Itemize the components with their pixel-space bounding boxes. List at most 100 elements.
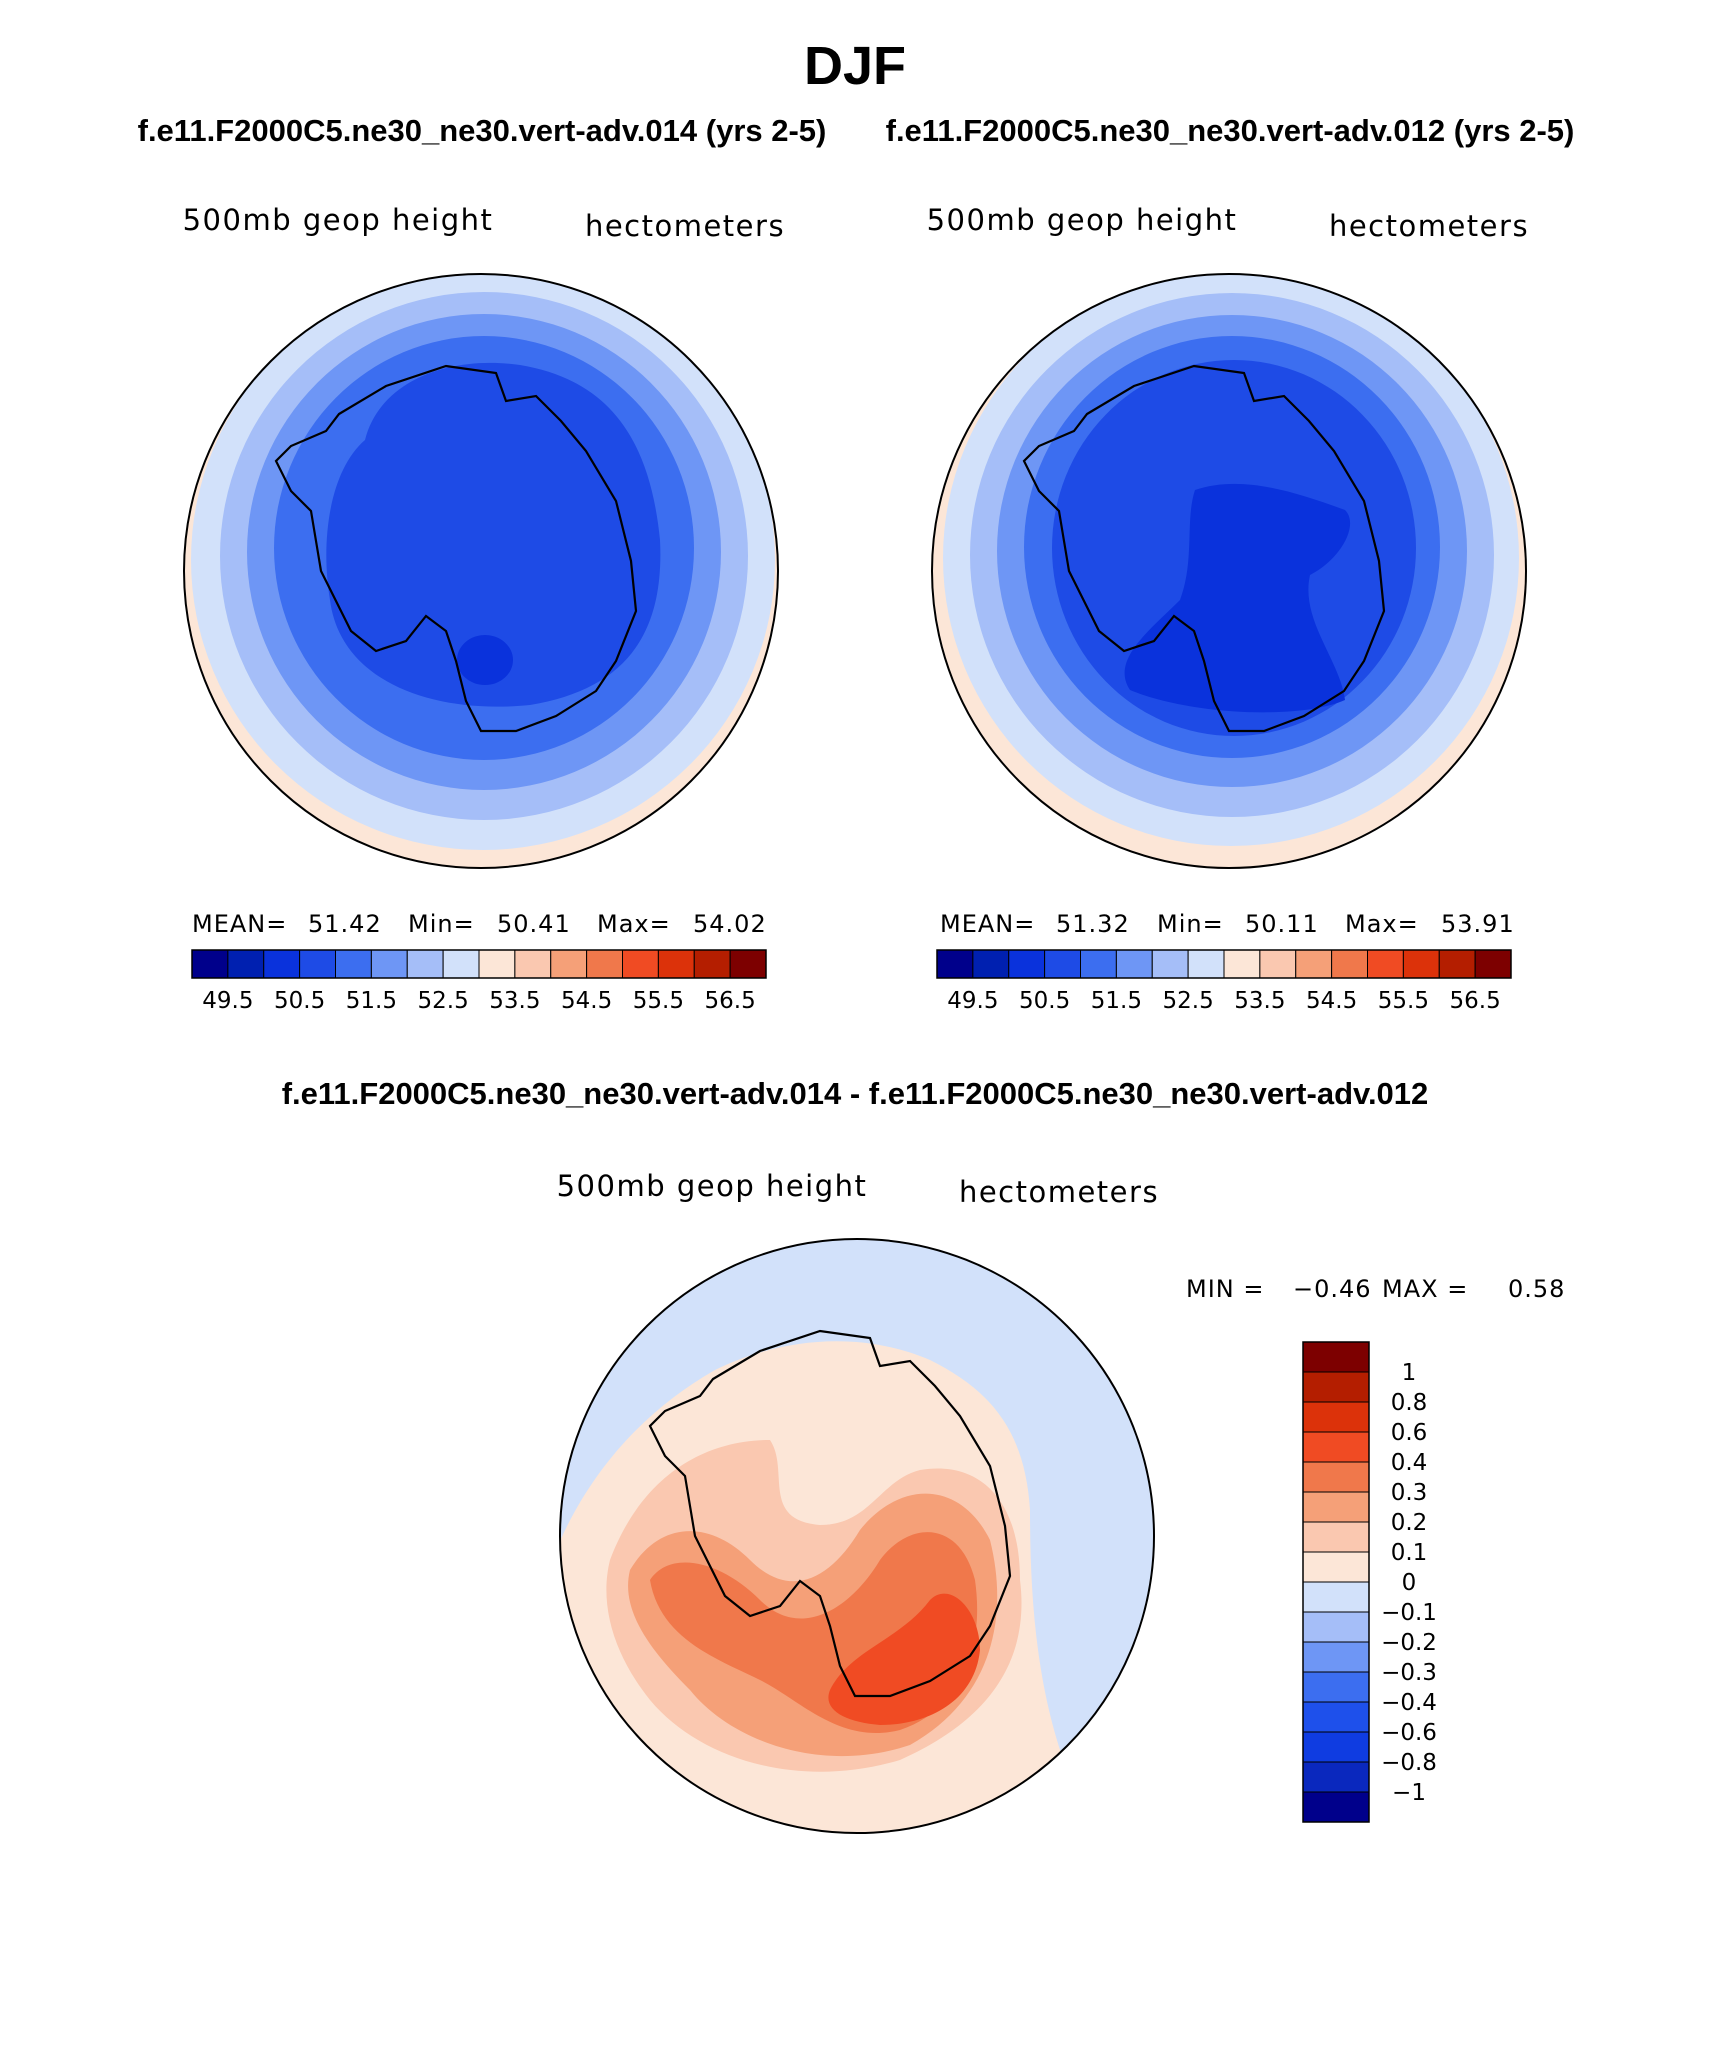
panel-diff-max-value: 0.58 <box>1508 1275 1565 1303</box>
colorbar-diff-swatch <box>1302 1581 1370 1613</box>
colorbar-right-swatch <box>1367 949 1404 979</box>
colorbar-diff-tick-label: 0.4 <box>1391 1450 1428 1476</box>
colorbar-diff-swatch <box>1302 1731 1370 1763</box>
panel-diff: 500mb geop height hectometers MIN = −0.4… <box>557 1169 1565 1834</box>
colorbar-right-swatch <box>1008 949 1046 979</box>
panel-left-min-value: 50.41 <box>497 910 571 938</box>
panel-diff-variable: 500mb geop height <box>557 1169 868 1203</box>
colorbar-diff-swatch <box>1302 1371 1370 1403</box>
colorbar-left-swatch <box>335 949 372 979</box>
colorbar-left-swatch <box>586 949 623 979</box>
colorbar-left-tick-label: 51.5 <box>346 988 397 1014</box>
colorbar-right-swatch <box>1438 949 1476 979</box>
colorbar-left: 49.5 50.5 51.5 52.5 53.5 54.5 55.5 56.5 <box>191 949 767 1014</box>
colorbar-right-tick-label: 53.5 <box>1234 988 1285 1014</box>
colorbar-right-frame <box>936 949 1512 979</box>
colorbar-right-swatch <box>1259 949 1297 979</box>
page-title: DJF <box>804 36 906 96</box>
colorbar-diff-tick-label: −0.2 <box>1381 1630 1437 1656</box>
map-diff-contour-0 <box>560 1239 1154 1833</box>
colorbar-right-swatch <box>1474 949 1512 979</box>
colorbar-diff-swatch <box>1302 1521 1370 1553</box>
colorbar-diff-tick-label: −0.8 <box>1381 1750 1437 1776</box>
colorbar-diff-swatch <box>1302 1401 1370 1433</box>
colorbar-diff-swatch <box>1302 1641 1370 1673</box>
colorbar-diff-swatch <box>1302 1461 1370 1493</box>
panel-right-min-value: 50.11 <box>1245 910 1319 938</box>
colorbar-right-tick-label: 49.5 <box>947 988 998 1014</box>
colorbar-diff-swatch <box>1302 1431 1370 1463</box>
colorbar-left-swatch <box>299 949 336 979</box>
colorbar-diff-swatch <box>1302 1671 1370 1703</box>
panel-diff-max-label: MAX = <box>1382 1275 1468 1303</box>
map-diff <box>559 1238 1155 1834</box>
colorbar-diff-tick-label: −1 <box>1392 1780 1426 1806</box>
panel-left-max-value: 54.02 <box>693 910 767 938</box>
panel-diff-units: hectometers <box>959 1175 1159 1209</box>
colorbar-diff-tick-label: 0.3 <box>1391 1480 1428 1506</box>
colorbar-diff-tick-label: −0.4 <box>1381 1690 1437 1716</box>
colorbar-left-swatch <box>191 949 229 979</box>
colorbar-right-swatch <box>1080 949 1117 979</box>
colorbar-diff-frame <box>1302 1341 1370 1823</box>
diff-title: f.e11.F2000C5.ne30_ne30.vert-adv.014 - f… <box>282 1076 1429 1111</box>
colorbar-diff-swatch <box>1302 1611 1370 1643</box>
colorbar-left-swatch <box>370 949 408 979</box>
map-left-boundary <box>183 273 779 869</box>
panel-right-min-label: Min= <box>1157 910 1224 938</box>
colorbar-diff-tick-label: −0.3 <box>1381 1660 1437 1686</box>
colorbar-left-swatch <box>263 949 301 979</box>
panel-right-mean-label: MEAN= <box>940 910 1035 938</box>
colorbar-diff-tick-label: 0.2 <box>1391 1510 1428 1536</box>
colorbar-left-tick-label: 56.5 <box>705 988 756 1014</box>
colorbar-left-swatch <box>227 949 265 979</box>
panel-right-variable: 500mb geop height <box>927 203 1238 237</box>
colorbar-diff-tick-label: 0.6 <box>1391 1420 1428 1446</box>
colorbar-right-swatch <box>1223 949 1261 979</box>
panel-right-units: hectometers <box>1329 209 1529 243</box>
colorbar-right-swatch <box>1331 949 1368 979</box>
colorbar-left-swatch <box>442 949 480 979</box>
panel-right-max-label: Max= <box>1345 910 1419 938</box>
colorbar-left-tick-label: 53.5 <box>489 988 540 1014</box>
map-left <box>183 273 779 869</box>
colorbar-left-swatch <box>693 949 731 979</box>
colorbar-right-tick-label: 54.5 <box>1306 988 1357 1014</box>
colorbar-right-swatch <box>1115 949 1153 979</box>
colorbar-diff-tick-label: 0.1 <box>1391 1540 1428 1566</box>
panel-left-variable: 500mb geop height <box>183 203 494 237</box>
colorbar-diff-swatch <box>1302 1761 1370 1793</box>
map-right-boundary <box>931 273 1527 869</box>
colorbar-left-swatch <box>622 949 659 979</box>
map-left-contour-50.5 <box>457 635 513 685</box>
colorbar-left-swatch <box>478 949 516 979</box>
panel-right: 500mb geop height hectometers MEAN= 51.3… <box>927 203 1529 1014</box>
colorbar-diff-tick-label: 1 <box>1402 1360 1417 1386</box>
colorbar-right-swatch <box>936 949 974 979</box>
panel-right-max-value: 53.91 <box>1441 910 1515 938</box>
map-right-contour-50.5 <box>1124 483 1351 713</box>
colorbar-diff-swatch <box>1302 1791 1370 1823</box>
panel-left-min-label: Min= <box>408 910 475 938</box>
colorbar-left-swatch <box>729 949 767 979</box>
panel-right-stats: MEAN= 51.32 Min= 50.11 Max= 53.91 <box>940 910 1515 938</box>
subtitle-left: f.e11.F2000C5.ne30_ne30.vert-adv.014 (yr… <box>138 113 827 148</box>
subtitle-right: f.e11.F2000C5.ne30_ne30.vert-adv.012 (yr… <box>886 113 1575 148</box>
colorbar-right-swatch <box>1402 949 1440 979</box>
map-right <box>931 273 1527 869</box>
map-diff-contour-0.4 <box>828 1593 980 1725</box>
colorbar-right-swatch <box>1044 949 1081 979</box>
colorbar-left-swatch <box>550 949 588 979</box>
colorbar-right-tick-label: 51.5 <box>1091 988 1142 1014</box>
colorbar-right-swatch <box>972 949 1010 979</box>
colorbar-right-tick-label: 55.5 <box>1378 988 1429 1014</box>
colorbar-diff-swatch <box>1302 1491 1370 1523</box>
panel-left-units: hectometers <box>585 209 785 243</box>
colorbar-left-tick-label: 54.5 <box>561 988 612 1014</box>
colorbar-right-swatch <box>1187 949 1225 979</box>
colorbar-left-tick-label: 50.5 <box>274 988 325 1014</box>
panel-left-max-label: Max= <box>597 910 671 938</box>
colorbar-right-tick-label: 56.5 <box>1450 988 1501 1014</box>
colorbar-left-frame <box>191 949 767 979</box>
